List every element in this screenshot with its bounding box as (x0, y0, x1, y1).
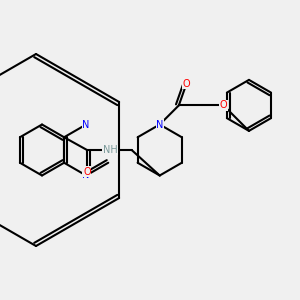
Text: O: O (220, 100, 227, 110)
Text: N: N (156, 119, 164, 130)
Text: O: O (83, 167, 91, 177)
Text: N: N (82, 119, 90, 130)
Text: N: N (82, 170, 90, 181)
Text: O: O (183, 79, 190, 89)
Text: NH: NH (103, 145, 117, 155)
